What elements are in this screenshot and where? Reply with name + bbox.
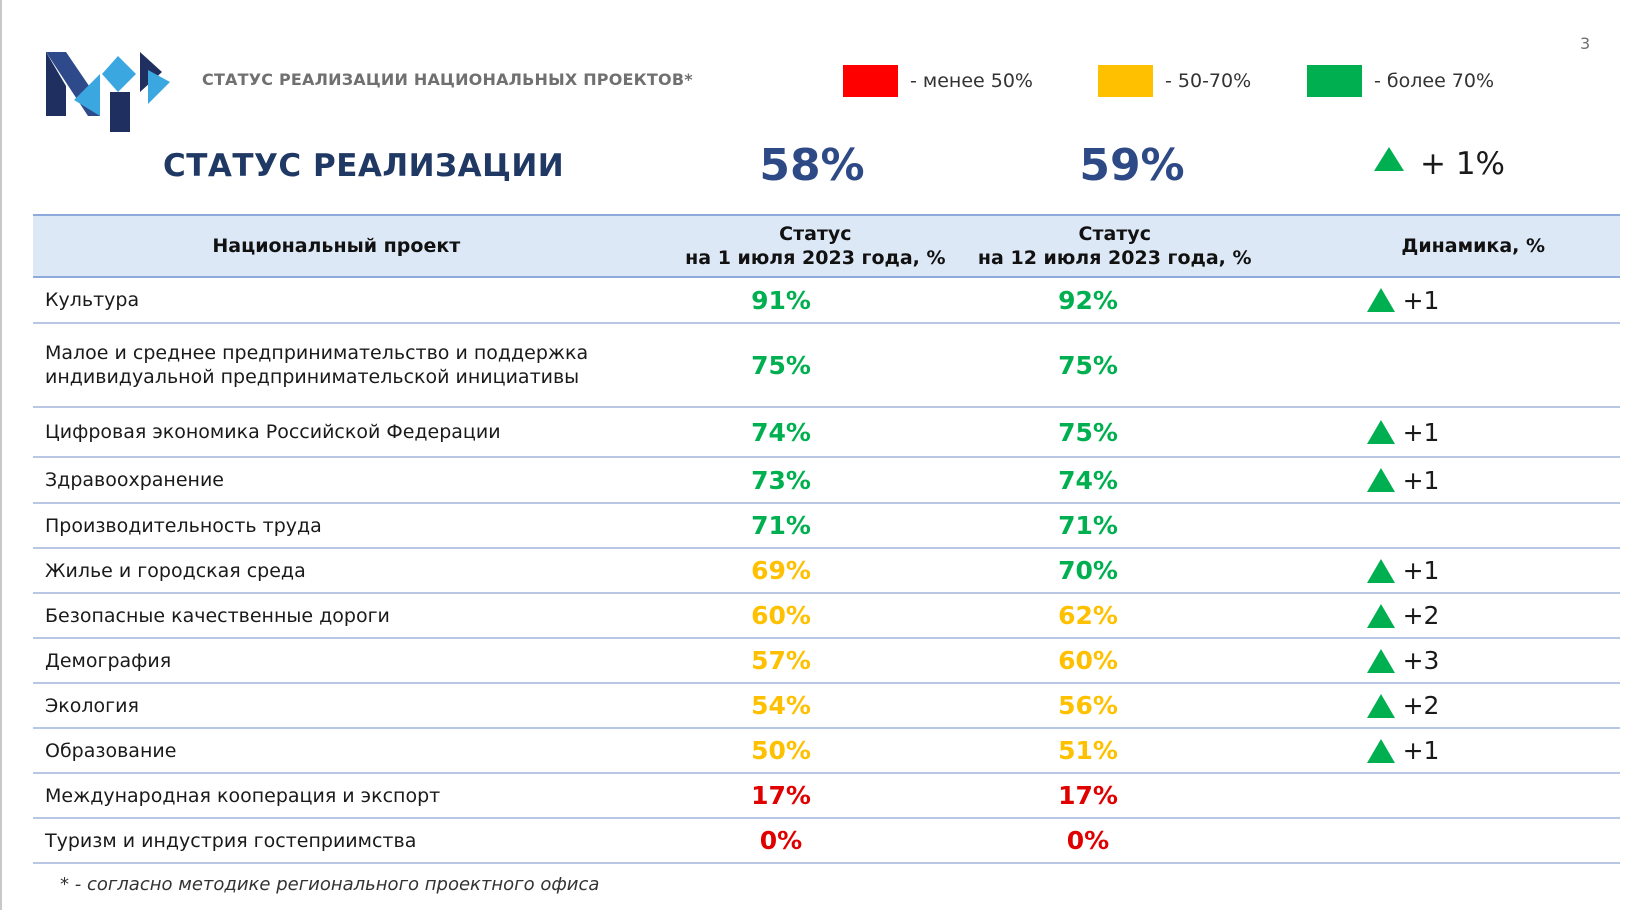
dynamics-value: +1 xyxy=(1402,285,1440,315)
dynamics-cell: +1 xyxy=(1303,466,1503,495)
status-july-12: 0% xyxy=(1066,826,1110,855)
dynamics-value: +1 xyxy=(1402,556,1440,585)
logo-icon xyxy=(46,52,170,132)
summary-value-july-1: 58% xyxy=(759,140,865,191)
status-july-1: 69% xyxy=(751,556,811,585)
up-triangle-icon xyxy=(1366,603,1395,628)
legend-item-red: - менее 50% xyxy=(843,65,1033,97)
status-july-12: 92% xyxy=(1058,285,1118,315)
table-row: Жилье и городская среда 69% 70% +1 xyxy=(33,549,1620,594)
project-name: Экология xyxy=(45,694,139,717)
dynamics-cell: +1 xyxy=(1303,418,1503,447)
table-header: Национальный проект Статус на 1 июля 202… xyxy=(33,216,1620,278)
header-status-july-1: Статус на 1 июля 2023 года, % xyxy=(685,223,946,269)
dynamics-value: +3 xyxy=(1402,646,1440,675)
dynamics-value: +2 xyxy=(1402,601,1440,630)
dynamics-cell: +3 xyxy=(1303,646,1503,675)
project-name: Международная кооперация и экспорт xyxy=(45,784,441,807)
summary-change-value: + 1% xyxy=(1420,146,1506,182)
status-july-1: 74% xyxy=(751,417,811,447)
project-name: Здравоохранение xyxy=(45,469,224,491)
legend-swatch-red xyxy=(843,65,898,97)
up-triangle-icon xyxy=(1366,693,1395,718)
status-july-12: 70% xyxy=(1058,556,1118,585)
table-row: Международная кооперация и экспорт 17% 17% xyxy=(33,774,1620,819)
table-row: Безопасные качественные дороги 60% 62% +2 xyxy=(33,594,1620,639)
table-body: Культура 91% 92% +1 Малое и среднее предприн… xyxy=(33,278,1620,864)
legend-item-yellow: - 50-70% xyxy=(1098,65,1251,97)
left-border-line xyxy=(0,0,2,910)
table-row: Культура 91% 92% +1 xyxy=(33,278,1620,324)
up-triangle-icon xyxy=(1374,147,1404,171)
status-july-1: 57% xyxy=(751,646,811,675)
status-july-1: 50% xyxy=(751,736,811,765)
status-july-12: 75% xyxy=(1058,417,1118,447)
header-dynamics: Динамика, % xyxy=(1401,235,1546,257)
up-triangle-icon xyxy=(1366,420,1395,444)
footnote: * - согласно методике регионального прое… xyxy=(60,874,600,895)
status-july-12: 17% xyxy=(1058,781,1118,810)
project-name: Туризм и индустрия гостеприимства xyxy=(45,829,417,852)
legend-item-green: - более 70% xyxy=(1307,65,1494,97)
table-row: Цифровая экономика Российской Федерации 7… xyxy=(33,408,1620,458)
legend-label: - 50-70% xyxy=(1165,70,1252,92)
status-july-12: 75% xyxy=(1058,350,1118,380)
table-row: Демография 57% 60% +3 xyxy=(33,639,1620,684)
legend-label: - более 70% xyxy=(1374,70,1495,92)
dynamics-cell: +1 xyxy=(1303,286,1503,315)
status-july-1: 91% xyxy=(751,285,811,315)
legend-label: - менее 50% xyxy=(910,70,1033,92)
project-name: Жилье и городская среда xyxy=(45,559,306,582)
status-july-1: 75% xyxy=(751,350,811,380)
up-triangle-icon xyxy=(1366,648,1395,673)
dynamics-value: +2 xyxy=(1402,691,1440,720)
status-july-12: 56% xyxy=(1058,691,1118,720)
summary-value-july-12: 59% xyxy=(1079,140,1185,191)
legend-swatch-yellow xyxy=(1098,65,1153,97)
table-row: Производительность труда 71% 71% xyxy=(33,504,1620,549)
project-name: Цифровая экономика Российской Федерации xyxy=(45,421,501,443)
dynamics-cell: +1 xyxy=(1303,736,1503,765)
status-july-1: 73% xyxy=(751,465,811,495)
summary-title: СТАТУС РЕАЛИЗАЦИИ xyxy=(163,148,565,184)
table-row: Туризм и индустрия гостеприимства 0% 0% xyxy=(33,819,1620,864)
table-row: Здравоохранение 73% 74% +1 xyxy=(33,458,1620,504)
project-name: Безопасные качественные дороги xyxy=(45,604,390,627)
dynamics-value: +1 xyxy=(1402,736,1440,765)
status-july-12: 51% xyxy=(1058,736,1118,765)
dynamics-cell: +2 xyxy=(1303,601,1503,630)
up-triangle-icon xyxy=(1366,738,1395,763)
project-name: Демография xyxy=(45,649,172,672)
dynamics-cell: +1 xyxy=(1303,556,1503,585)
up-triangle-icon xyxy=(1366,558,1395,583)
status-july-12: 71% xyxy=(1058,511,1118,540)
project-name: Малое и среднее предпринимательство и по… xyxy=(45,342,589,388)
status-july-1: 0% xyxy=(759,826,803,855)
dynamics-cell: +2 xyxy=(1303,691,1503,720)
header-project: Национальный проект xyxy=(212,235,461,257)
status-july-12: 60% xyxy=(1058,646,1118,675)
projects-table: Национальный проект Статус на 1 июля 202… xyxy=(33,214,1620,864)
status-july-12: 62% xyxy=(1058,601,1118,630)
summary-change: + 1% xyxy=(1374,146,1505,182)
status-july-1: 54% xyxy=(751,691,811,720)
status-july-1: 71% xyxy=(751,511,811,540)
header-status-july-12: Статус на 12 июля 2023 года, % xyxy=(977,223,1252,269)
table-row: Образование 50% 51% +1 xyxy=(33,729,1620,774)
status-july-12: 74% xyxy=(1058,465,1118,495)
dynamics-value: +1 xyxy=(1402,417,1440,447)
up-triangle-icon xyxy=(1366,468,1395,492)
up-triangle-icon xyxy=(1366,288,1395,312)
page-number: 3 xyxy=(1580,34,1591,53)
table-row: Экология 54% 56% +2 xyxy=(33,684,1620,729)
project-name: Образование xyxy=(45,739,177,762)
project-name: Культура xyxy=(45,289,140,311)
legend-swatch-green xyxy=(1307,65,1362,97)
status-july-1: 60% xyxy=(751,601,811,630)
project-name: Производительность труда xyxy=(45,514,322,537)
dynamics-value: +1 xyxy=(1402,465,1440,495)
slide-title: СТАТУС РЕАЛИЗАЦИИ НАЦИОНАЛЬНЫХ ПРОЕКТОВ* xyxy=(202,70,693,89)
status-july-1: 17% xyxy=(751,781,811,810)
table-row: Малое и среднее предпринимательство и по… xyxy=(33,324,1620,408)
